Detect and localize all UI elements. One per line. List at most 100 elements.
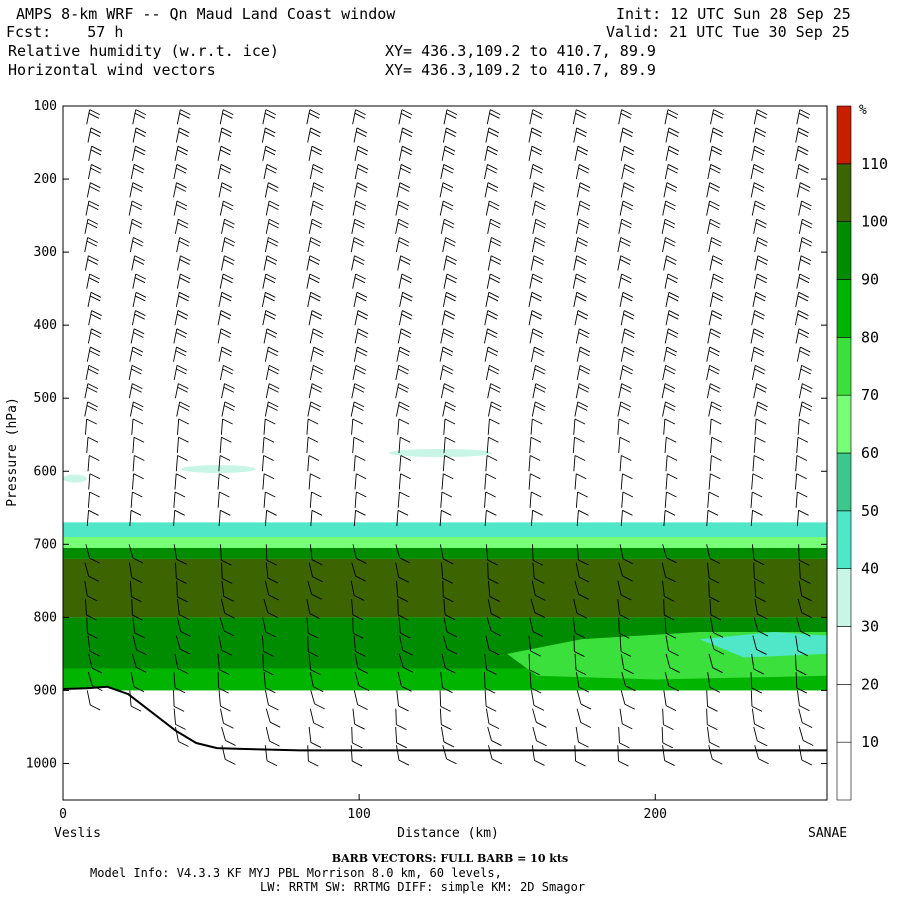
wind-barb-flag (535, 594, 546, 601)
wind-barb-flag (266, 760, 278, 767)
wind-barb-flag (132, 218, 143, 225)
wind-barb-flag (222, 277, 233, 284)
wind-barb-flag (131, 364, 143, 371)
wind-barb-shaft (265, 562, 269, 579)
wind-barb-shaft (131, 418, 134, 435)
wind-barb-flag (398, 185, 410, 192)
wind-barb-flag (665, 259, 677, 265)
wind-barb-shaft (128, 544, 134, 559)
wind-barb-flag (221, 436, 232, 443)
wind-barb-flag (444, 383, 455, 390)
wind-barb-shaft (484, 182, 489, 198)
wind-barb-flag (310, 742, 322, 748)
wind-barb-flag (308, 277, 320, 284)
wind-barb-flag (221, 182, 233, 189)
wind-barb-shaft (397, 418, 400, 435)
wind-barb-flag (221, 346, 233, 353)
wind-barb-shaft (486, 617, 492, 631)
wind-barb-flag (311, 218, 323, 225)
wind-barb-flag (489, 386, 501, 393)
wind-barb-shaft (662, 401, 666, 417)
wind-barb-flag (668, 149, 679, 156)
wind-barb-shaft (617, 599, 621, 615)
wind-barb-flag (220, 164, 232, 170)
wind-barb-flag (711, 455, 722, 461)
wind-barb-shaft (177, 599, 180, 615)
wind-barb-flag (622, 127, 634, 134)
xy-range-2: XY= 436.3,109.2 to 410.7, 89.9 (385, 61, 656, 79)
wind-barb-flag (134, 112, 146, 119)
wind-barb-shaft (620, 346, 625, 362)
wind-barb-flag (308, 760, 319, 767)
wind-barb-flag (398, 614, 409, 621)
wind-barb-shaft (395, 580, 399, 597)
wind-barb-flag (220, 131, 232, 137)
wind-barb-flag (397, 222, 409, 229)
wind-barb-shaft (576, 182, 581, 198)
wind-barb-flag (400, 328, 412, 335)
wind-barb-flag (133, 686, 145, 693)
wind-barb-shaft (175, 127, 180, 143)
wind-barb-shaft (131, 255, 136, 271)
wind-barb-flag (575, 760, 586, 767)
wind-barb-flag (756, 649, 767, 655)
wind-barb-flag (263, 473, 275, 480)
wind-barb-shaft (618, 562, 624, 577)
wind-barb-flag (799, 559, 810, 566)
wind-barb-flag (709, 332, 721, 338)
wind-barb-flag (621, 383, 632, 390)
wind-barb-shaft (531, 401, 536, 417)
wind-barb-shaft (795, 491, 798, 508)
wind-barb-shaft (752, 455, 755, 472)
wind-barb-flag (222, 112, 233, 119)
wind-barb-flag (351, 760, 363, 767)
wind-barb-shaft (754, 401, 759, 417)
wind-barb-shaft (440, 219, 445, 234)
wind-barb-shaft (530, 255, 535, 271)
wind-barb-flag (89, 273, 100, 280)
colorbar-swatch (836, 221, 852, 280)
wind-barb-flag (530, 436, 542, 443)
wind-barb-flag (534, 386, 546, 393)
wind-barb-flag (90, 291, 102, 298)
wind-barb-shaft (617, 401, 622, 417)
wind-barb-flag (797, 491, 808, 498)
wind-barb-shaft (751, 544, 755, 560)
wind-barb-flag (535, 237, 546, 243)
wind-barb-flag (446, 273, 458, 280)
wind-barb-shaft (396, 182, 401, 198)
wind-barb-flag (580, 703, 592, 710)
wind-barb-shaft (86, 617, 88, 634)
wind-barb-flag (178, 741, 189, 747)
y-tick-label: 100 (34, 99, 57, 114)
wind-barb-flag (401, 295, 413, 302)
wind-barb-shaft (132, 635, 137, 650)
wind-barb-flag (224, 612, 235, 619)
wind-barb-flag (620, 222, 632, 229)
wind-barb-flag (88, 509, 99, 516)
wind-barb-flag (132, 405, 143, 411)
wind-barb-shaft (485, 544, 489, 561)
terrain-fill (63, 686, 827, 800)
wind-barb-shaft (309, 200, 314, 216)
wind-barb-flag (800, 368, 812, 375)
wind-barb-flag (796, 687, 807, 694)
wind-barb-flag (667, 131, 679, 137)
wind-barb-flag (621, 109, 632, 116)
wind-barb-flag (313, 364, 324, 371)
wind-barb-flag (402, 649, 413, 656)
wind-barb-flag (355, 364, 367, 371)
wind-barb-shaft (530, 182, 535, 198)
wind-barb-flag (445, 401, 456, 408)
wind-barb-flag (223, 722, 234, 729)
wind-barb-shaft (708, 146, 713, 161)
wind-barb-flag (354, 218, 365, 225)
wind-barb-shaft (706, 346, 711, 362)
wind-barb-shaft (352, 708, 356, 725)
wind-barb-flag (310, 669, 321, 676)
wind-barb-shaft (86, 109, 91, 125)
wind-barb-shaft (484, 164, 488, 180)
wind-barb-shaft (219, 109, 224, 125)
wind-barb-flag (400, 164, 412, 170)
wind-barb-flag (135, 295, 146, 302)
